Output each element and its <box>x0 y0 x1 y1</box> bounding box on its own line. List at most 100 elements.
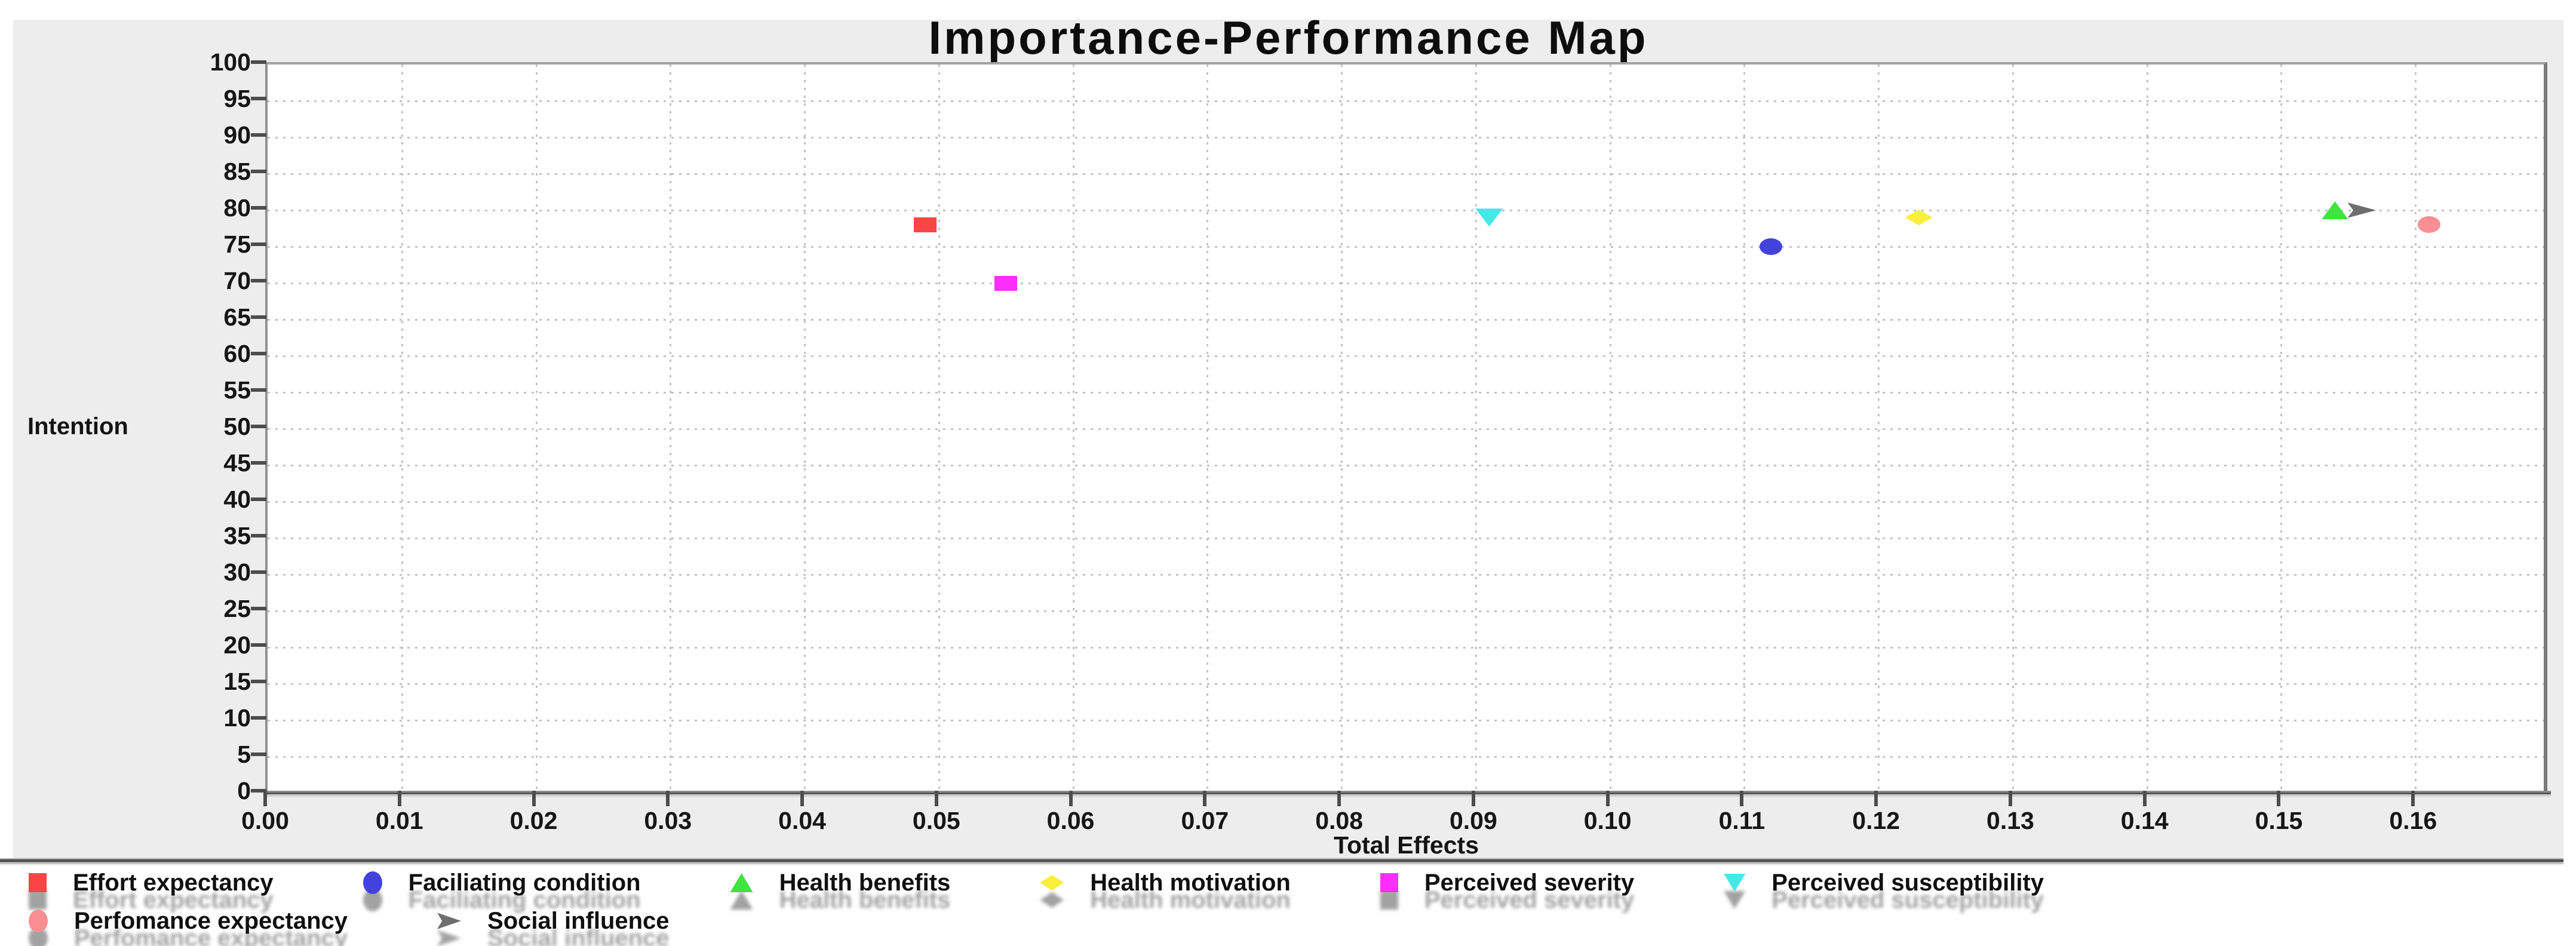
y-tick-mark <box>251 497 266 501</box>
legend-label: Social influence <box>487 907 670 934</box>
y-tick-mark <box>251 206 266 210</box>
legend-label: Faciliating condition <box>408 869 641 896</box>
y-tick-mark <box>251 60 266 64</box>
x-tick-label: 0.06 <box>1046 807 1095 834</box>
x-tick-mark <box>1740 791 1744 806</box>
x-gridline <box>1475 64 1477 791</box>
y-tick-mark <box>251 789 266 793</box>
x-tick-mark <box>1471 791 1475 806</box>
x-tick-label: 0.02 <box>509 807 558 834</box>
y-tick-label: 60 <box>223 340 251 367</box>
x-gridline <box>1072 64 1074 791</box>
x-tick-label: 0.09 <box>1449 807 1497 834</box>
legend-row: Perfomance expectancy Social influence <box>29 904 670 938</box>
y-tick-mark <box>251 570 266 574</box>
x-axis-line <box>265 791 2551 797</box>
x-tick-mark <box>2277 791 2281 806</box>
y-tick-label: 40 <box>223 486 251 513</box>
legend-marker-icon <box>730 873 753 892</box>
y-gridline <box>268 282 2544 284</box>
y-gridline <box>268 756 2544 758</box>
plot-area <box>265 62 2547 791</box>
data-point-marker[interactable] <box>1475 208 1503 227</box>
y-tick-label: 85 <box>223 158 251 185</box>
x-gridline <box>1341 64 1343 791</box>
panel-bottom-edge <box>0 858 2563 865</box>
x-gridline <box>2280 64 2283 791</box>
x-tick-mark <box>1874 791 1878 806</box>
chart-title: Importance-Performance Map <box>928 11 1648 64</box>
x-tick-label: 0.01 <box>375 807 423 834</box>
x-tick-label: 0.05 <box>912 807 960 834</box>
legend-label: Health motivation <box>1090 869 1291 896</box>
y-tick-mark <box>251 752 266 756</box>
x-gridline <box>2012 64 2014 791</box>
y-gridline <box>268 100 2544 102</box>
y-tick-mark <box>251 242 266 246</box>
y-tick-label: 20 <box>223 631 251 659</box>
y-gridline <box>268 538 2544 539</box>
legend-label: Effort expectancy <box>73 869 274 896</box>
legend-item: Faciliating condition <box>363 870 641 896</box>
y-tick-mark <box>251 425 266 428</box>
y-tick-label: 10 <box>223 704 251 732</box>
legend-item: Social influence <box>437 908 670 935</box>
data-point-marker[interactable] <box>1905 210 1933 226</box>
x-tick-label: 0.04 <box>778 807 826 834</box>
x-tick-mark <box>1203 791 1207 806</box>
x-gridline <box>804 64 806 791</box>
y-tick-mark <box>251 643 266 647</box>
legend-marker-icon <box>1380 873 1398 892</box>
x-tick-mark <box>397 791 401 806</box>
y-tick-mark <box>251 352 266 355</box>
x-tick-label: 0.12 <box>1852 807 1900 834</box>
y-tick-mark <box>251 315 266 319</box>
legend-marker-icon <box>363 871 382 894</box>
y-gridline <box>268 355 2544 357</box>
y-tick-mark <box>251 388 266 392</box>
y-tick-mark <box>251 680 266 683</box>
y-tick-label: 95 <box>223 85 251 112</box>
x-tick-mark <box>2411 791 2415 806</box>
legend-label: Perceived susceptibility <box>1771 869 2044 896</box>
y-gridline <box>268 210 2544 211</box>
y-tick-label: 25 <box>223 595 251 622</box>
y-tick-mark <box>251 133 266 137</box>
y-gridline <box>268 610 2544 612</box>
data-point-marker[interactable] <box>994 275 1018 291</box>
legend-item: Effort expectancy <box>29 870 274 896</box>
x-tick-mark <box>800 791 805 806</box>
y-tick-label: 0 <box>237 777 251 804</box>
y-gridline <box>268 246 2544 248</box>
y-gridline <box>268 683 2544 685</box>
data-point-marker[interactable] <box>2417 216 2440 234</box>
x-tick-mark <box>532 791 536 806</box>
y-tick-mark <box>251 97 266 100</box>
y-tick-label: 70 <box>223 267 251 294</box>
x-gridline <box>938 64 940 791</box>
data-point-marker[interactable] <box>914 217 937 232</box>
x-tick-mark <box>934 791 938 806</box>
y-gridline <box>268 465 2544 466</box>
y-tick-label: 100 <box>210 48 251 76</box>
legend-label: Perfomance expectancy <box>74 907 348 934</box>
legend-label: Health benefits <box>779 869 951 896</box>
y-tick-mark <box>251 534 266 538</box>
x-tick-label: 0.16 <box>2389 807 2437 834</box>
y-tick-mark <box>251 461 266 465</box>
data-point-marker[interactable] <box>1760 238 1783 255</box>
legend-item: Perceived susceptibility <box>1724 870 2044 896</box>
x-gridline <box>1743 64 1746 791</box>
x-gridline <box>1206 64 1209 791</box>
y-tick-label: 65 <box>223 303 251 331</box>
y-tick-label: 30 <box>223 558 251 586</box>
y-tick-mark <box>251 716 266 720</box>
y-gridline <box>268 173 2544 175</box>
legend-item: Perfomance expectancy <box>29 908 348 935</box>
x-tick-label: 0.03 <box>644 807 692 834</box>
y-gridline <box>268 574 2544 576</box>
x-gridline <box>2415 64 2417 791</box>
y-tick-label: 80 <box>223 194 251 222</box>
x-tick-label: 0.13 <box>1987 807 2034 834</box>
